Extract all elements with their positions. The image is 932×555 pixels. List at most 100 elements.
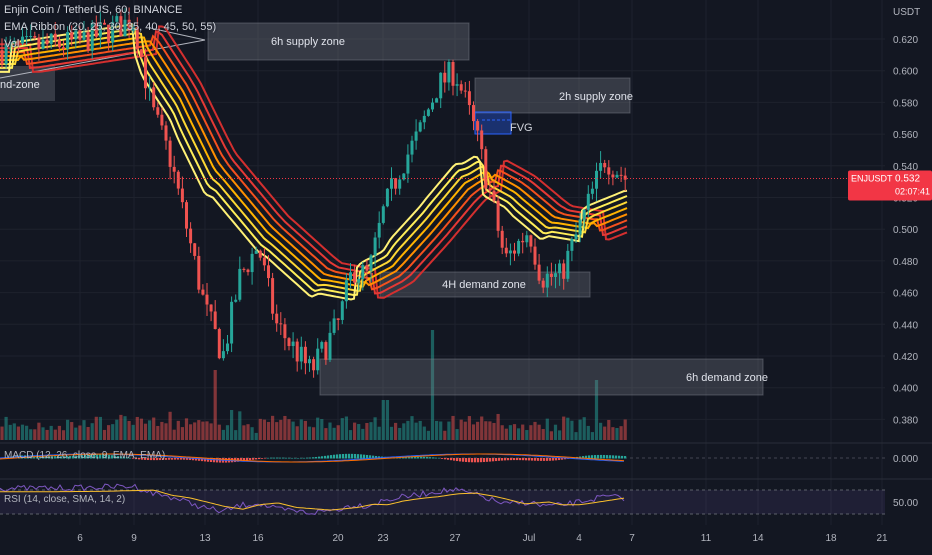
candle [451, 59, 455, 96]
volume-legend[interactable]: Vol [4, 38, 20, 50]
volume-bar [168, 411, 172, 440]
macd-legend[interactable]: MACD (12, 26, close, 9, EMA, EMA) [4, 450, 166, 461]
candle-body [365, 265, 369, 271]
candle-body [566, 250, 570, 279]
candle [156, 102, 160, 118]
macd-histogram-bar [300, 457, 303, 459]
zone-label-6h-supply-zone: 6h supply zone [271, 36, 345, 48]
volume-bar [328, 422, 332, 440]
price-axis-unit: USDT [893, 7, 920, 18]
volume-bar [61, 430, 66, 440]
candle-body [554, 273, 557, 277]
candle [0, 38, 4, 69]
candle-body [45, 39, 49, 45]
candle [484, 146, 488, 192]
volume-bar [447, 421, 451, 440]
candle-body [12, 40, 16, 43]
candle-body [385, 188, 389, 207]
macd-histogram-bar [369, 455, 372, 459]
macd-histogram-bar [537, 458, 540, 461]
macd-histogram-bar [492, 458, 495, 462]
macd-histogram-bar [96, 454, 99, 459]
rsi-band [0, 490, 885, 514]
volume-bar [410, 416, 414, 440]
candle-body [226, 343, 229, 352]
volume-bar [443, 430, 447, 440]
volume-bar [25, 425, 29, 440]
price-tick-label: 0.460 [893, 289, 918, 300]
macd-histogram-bar [552, 458, 555, 461]
volume-bar [492, 422, 496, 440]
volume-bar [389, 426, 394, 440]
volume-bar [578, 419, 582, 440]
candle-body [500, 230, 504, 248]
volume-bar [131, 424, 135, 440]
volume-bar [488, 421, 492, 440]
volume-bar [139, 418, 143, 440]
macd-histogram-bar [147, 458, 150, 461]
ema-ribbon-legend[interactable]: EMA Ribbon (20, 25, 30, 35, 40, 45, 50, … [4, 21, 217, 33]
candle [357, 276, 361, 291]
candle-body [312, 359, 316, 371]
candle [70, 25, 74, 46]
candle-body [603, 162, 607, 168]
candle-body [4, 43, 8, 65]
candle-body [578, 219, 582, 235]
macd-histogram-bar [594, 455, 597, 459]
volume-bar [603, 426, 607, 440]
macd-histogram-bar [444, 458, 447, 460]
volume-bar [90, 423, 94, 440]
candle-body [431, 102, 434, 110]
volume-bar [246, 424, 250, 440]
candle-body [299, 346, 303, 362]
candle-body [390, 178, 393, 189]
candle [176, 170, 180, 195]
macd-histogram-bar [153, 458, 156, 461]
volume-bar [430, 330, 435, 440]
candle [549, 262, 553, 286]
ema-line-1 [0, 23, 628, 301]
symbol-legend[interactable]: Enjin Coin / TetherUS, 60, BINANCE [4, 4, 183, 16]
volume-bar [70, 422, 74, 440]
macd-histogram-bar [360, 454, 363, 459]
candle [160, 107, 164, 130]
volume-bar [525, 430, 529, 440]
time-tick-label: 16 [252, 533, 264, 544]
volume-bar [500, 425, 504, 440]
candle [205, 283, 209, 317]
zone-label-fvg: FVG [510, 122, 533, 134]
macd-histogram-bar [609, 455, 612, 459]
candle [431, 98, 434, 112]
macd-histogram-bar [84, 454, 87, 459]
candle [74, 25, 78, 49]
macd-histogram-bar [558, 458, 561, 461]
candles[interactable] [0, 7, 627, 378]
macd-histogram-bar [561, 458, 564, 460]
volume-bar [41, 427, 45, 440]
macd-histogram-bar [348, 453, 351, 459]
candle [135, 17, 139, 59]
candle-body [320, 342, 324, 349]
candle [390, 167, 393, 201]
candle-body [398, 179, 402, 189]
candle [103, 19, 106, 25]
volume-bar [0, 426, 4, 440]
macd-histogram-bar [39, 455, 42, 459]
candle-body [185, 202, 188, 229]
candle [492, 180, 496, 204]
candle-body [328, 332, 332, 360]
volume-bar [455, 429, 459, 440]
macd-histogram-bar [261, 458, 264, 459]
rsi-legend[interactable]: RSI (14, close, SMA, 14, 2) [4, 494, 126, 505]
ema-line-7 [0, 29, 628, 295]
candle [623, 167, 627, 192]
candle [426, 107, 430, 117]
candle [131, 24, 135, 34]
candle-body [49, 33, 53, 45]
macd-histogram-bar [429, 457, 432, 459]
volume-bar [225, 425, 230, 440]
volume-bar [33, 429, 37, 440]
candle [488, 178, 492, 199]
